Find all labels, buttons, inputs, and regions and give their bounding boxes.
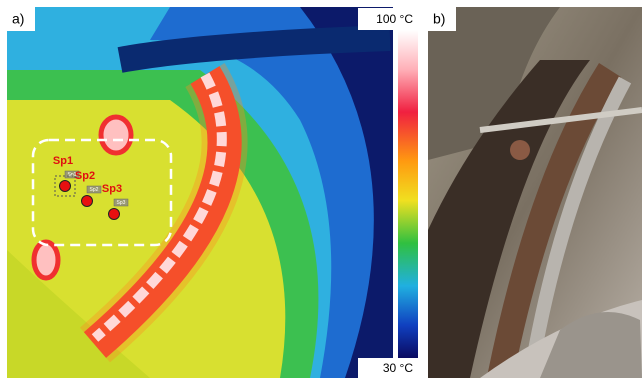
figure: Sp1Sp1Sp2Sp2Sp3Sp3 a) 100 °C 30 °C b) (0, 0, 642, 381)
spot-tag-text: Sp3 (117, 200, 126, 206)
colorbar-min: 30 °C (383, 361, 413, 375)
spot (109, 209, 120, 220)
thermal-image (7, 7, 393, 378)
panel-label: a) (12, 11, 24, 27)
spot-label: Sp2 (75, 170, 95, 182)
spot (60, 181, 71, 192)
spot-tag-text: Sp2 (90, 187, 99, 193)
panel-label: b) (433, 11, 445, 27)
spot-label: Sp3 (102, 183, 122, 195)
spot-label: Sp1 (53, 155, 73, 167)
spot (82, 196, 93, 207)
colorbar-max: 100 °C (376, 12, 413, 26)
colorbar (398, 30, 418, 358)
photo (428, 7, 642, 378)
